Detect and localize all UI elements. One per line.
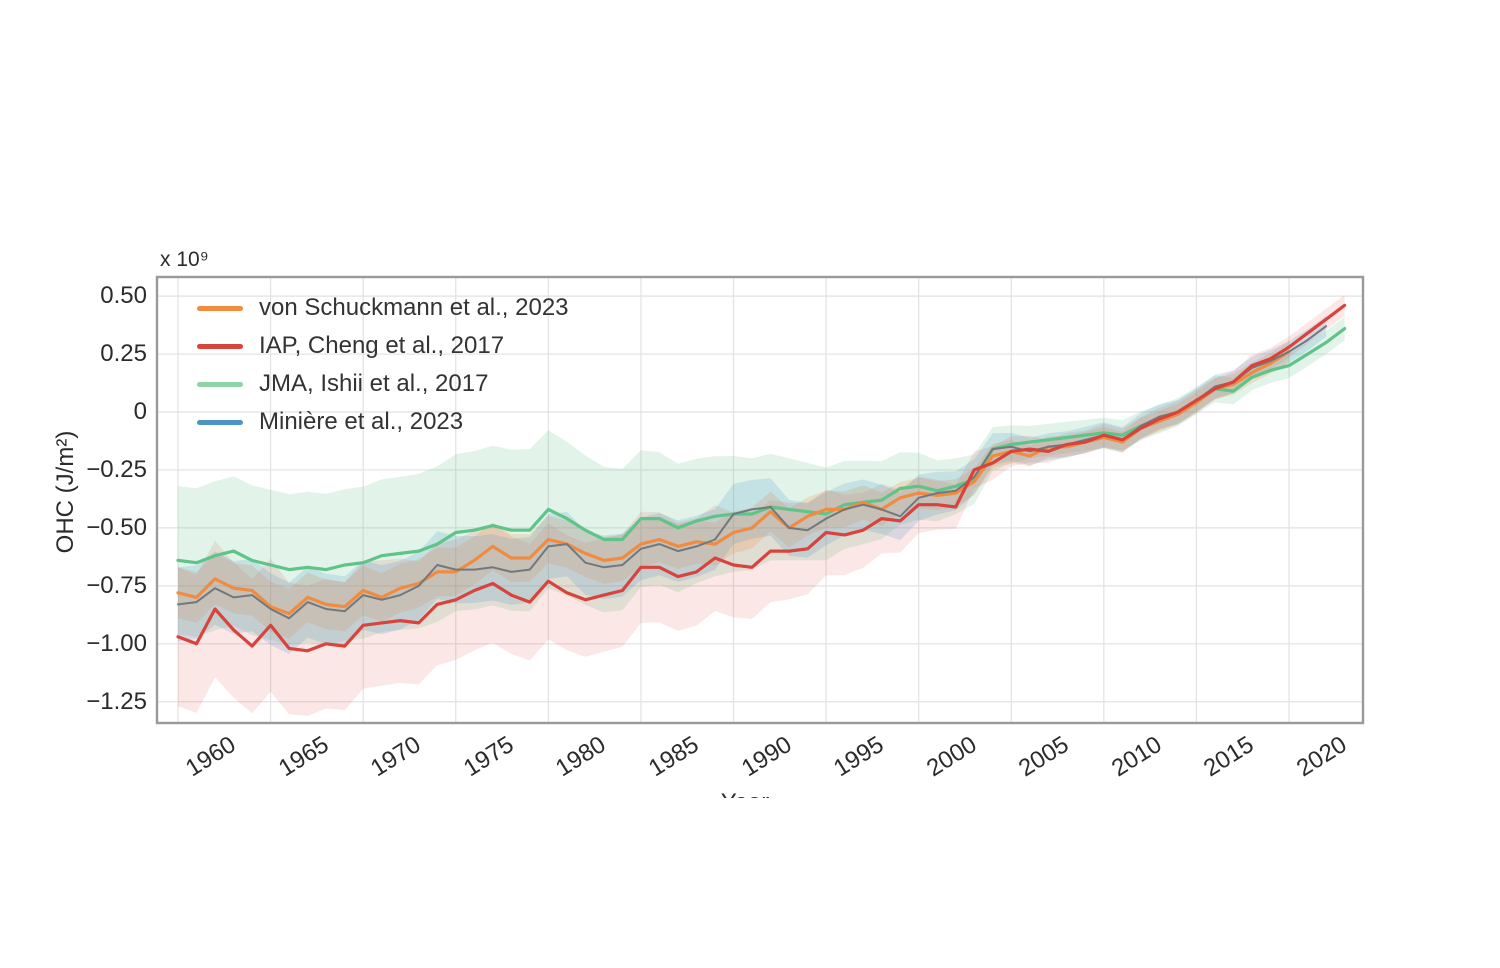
y-axis-offset-text: x 10⁹ xyxy=(160,248,209,271)
legend-item: IAP, Cheng et al., 2017 xyxy=(197,327,569,365)
y-tick-label: −1.00 xyxy=(86,629,147,657)
legend-item: von Schuckmann et al., 2023 xyxy=(197,289,569,327)
legend-line-swatch xyxy=(197,381,243,387)
axes-frame xyxy=(155,275,1365,725)
y-tick-label: 0.25 xyxy=(100,340,147,368)
legend-line-swatch xyxy=(197,343,243,349)
legend-label: IAP, Cheng et al., 2017 xyxy=(259,332,505,359)
legend-label: von Schuckmann et al., 2023 xyxy=(259,294,569,321)
legend-line-swatch xyxy=(197,305,243,311)
y-tick-label: −0.25 xyxy=(86,455,147,483)
legend-item: Minière et al., 2023 xyxy=(197,403,569,441)
legend: von Schuckmann et al., 2023 IAP, Cheng e… xyxy=(197,289,569,441)
x-axis-label-clipped: Year xyxy=(700,789,790,798)
plot-background xyxy=(157,277,1363,723)
series-band-1 xyxy=(178,294,1345,716)
series-line-0 xyxy=(176,350,1291,616)
y-axis-label: OHC (J/m²) xyxy=(52,430,79,554)
series-band-0 xyxy=(178,341,1289,639)
legend-label: Minière et al., 2023 xyxy=(259,408,464,435)
y-tick-label: −1.25 xyxy=(86,687,147,715)
y-tick-label: −0.75 xyxy=(86,571,147,599)
y-tick-label: 0 xyxy=(133,398,147,425)
legend-label: JMA, Ishii et al., 2017 xyxy=(259,370,489,397)
series-line-1 xyxy=(176,303,1347,653)
legend-item: JMA, Ishii et al., 2017 xyxy=(197,365,569,403)
legend-line-swatch xyxy=(197,419,243,425)
y-tick-label: −0.50 xyxy=(86,513,147,541)
y-tick-label: 0.50 xyxy=(100,282,147,310)
